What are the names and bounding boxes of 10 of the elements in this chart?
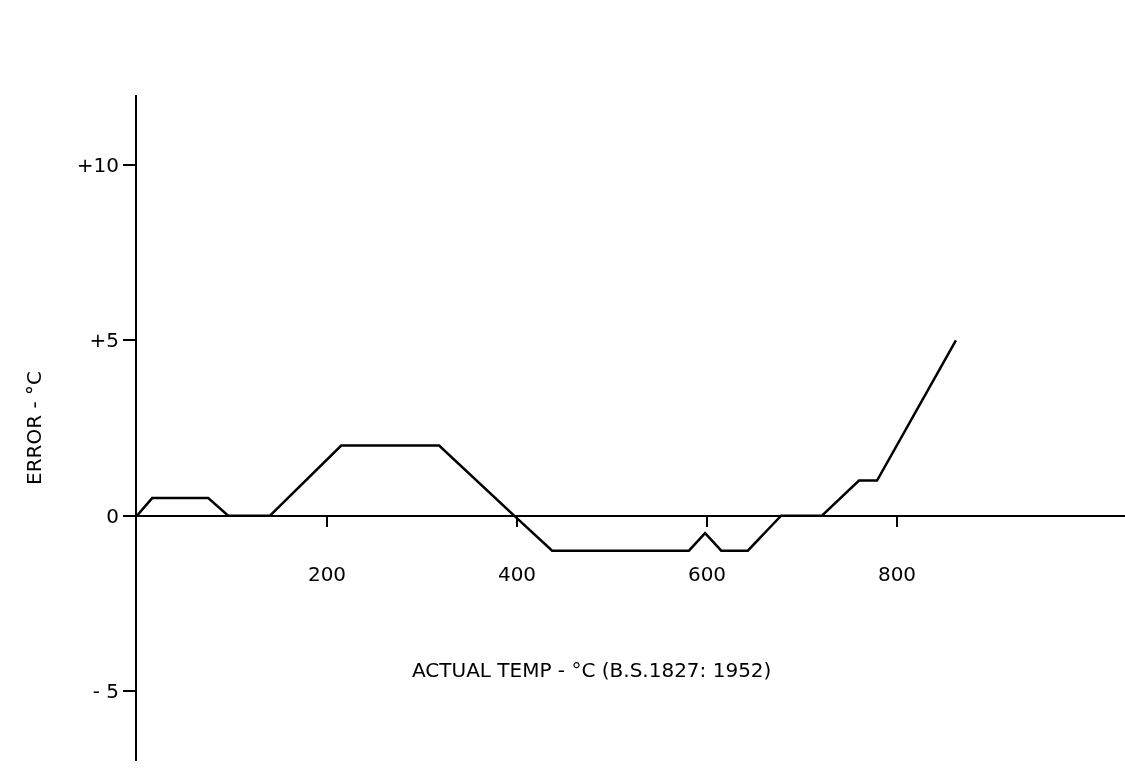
x-tick-label: 800 — [877, 561, 917, 586]
x-axis-title: ACTUAL TEMP - °C (B.S.1827: 1952) — [412, 658, 772, 682]
x-tick-label: 400 — [497, 561, 537, 586]
x-tick-label: 200 — [307, 561, 347, 586]
y-tick-label: +5 — [89, 328, 119, 353]
x-tick-label: 600 — [687, 561, 727, 586]
y-axis-title: ERROR - °C — [21, 371, 46, 485]
y-tick-label: 0 — [106, 503, 119, 528]
y-tick-label: - 5 — [92, 678, 119, 703]
y-tick-label: +10 — [76, 153, 119, 178]
